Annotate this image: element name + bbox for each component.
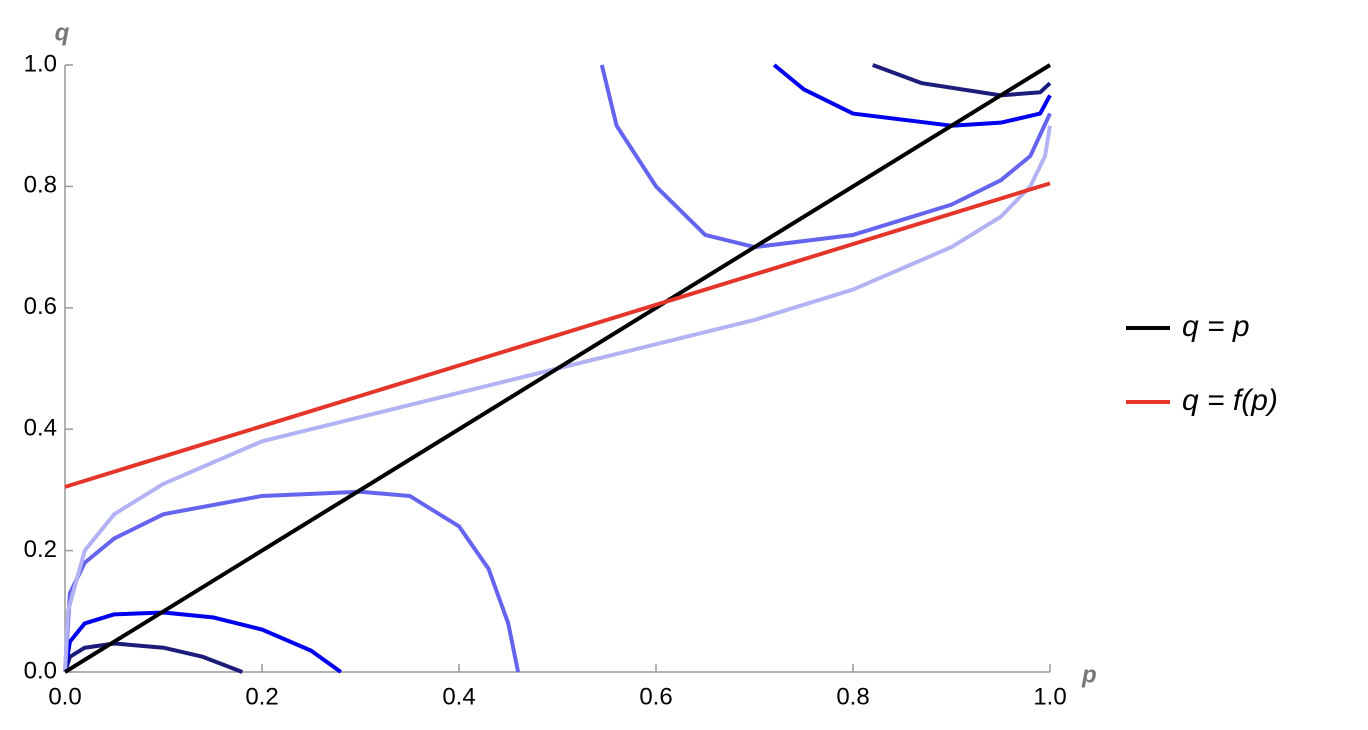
legend-label: q = f(p) [1182, 384, 1278, 417]
series-line [63, 610, 342, 674]
y-axis-label: q [55, 19, 70, 46]
series-line [599, 64, 1052, 250]
series-line [63, 489, 521, 673]
y-tick-label: 0.6 [24, 293, 57, 320]
x-tick-label: 0.6 [639, 683, 672, 710]
x-tick-label: 0.0 [48, 683, 81, 710]
series-line [63, 63, 1052, 674]
x-tick-label: 0.4 [442, 683, 475, 710]
y-tick-label: 0.8 [24, 172, 57, 199]
y-tick-label: 1.0 [24, 50, 57, 77]
x-tick-label: 0.8 [836, 683, 869, 710]
series-line [64, 181, 1051, 489]
y-tick-label: 0.4 [24, 415, 57, 442]
x-tick-label: 0.2 [245, 683, 278, 710]
x-tick-label: 1.0 [1033, 683, 1066, 710]
legend-label: q = p [1182, 310, 1250, 343]
series-line [63, 125, 1052, 673]
y-tick-label: 0.2 [24, 536, 57, 563]
x-axis-label: p [1081, 661, 1097, 688]
y-tick-label: 0.0 [24, 657, 57, 684]
